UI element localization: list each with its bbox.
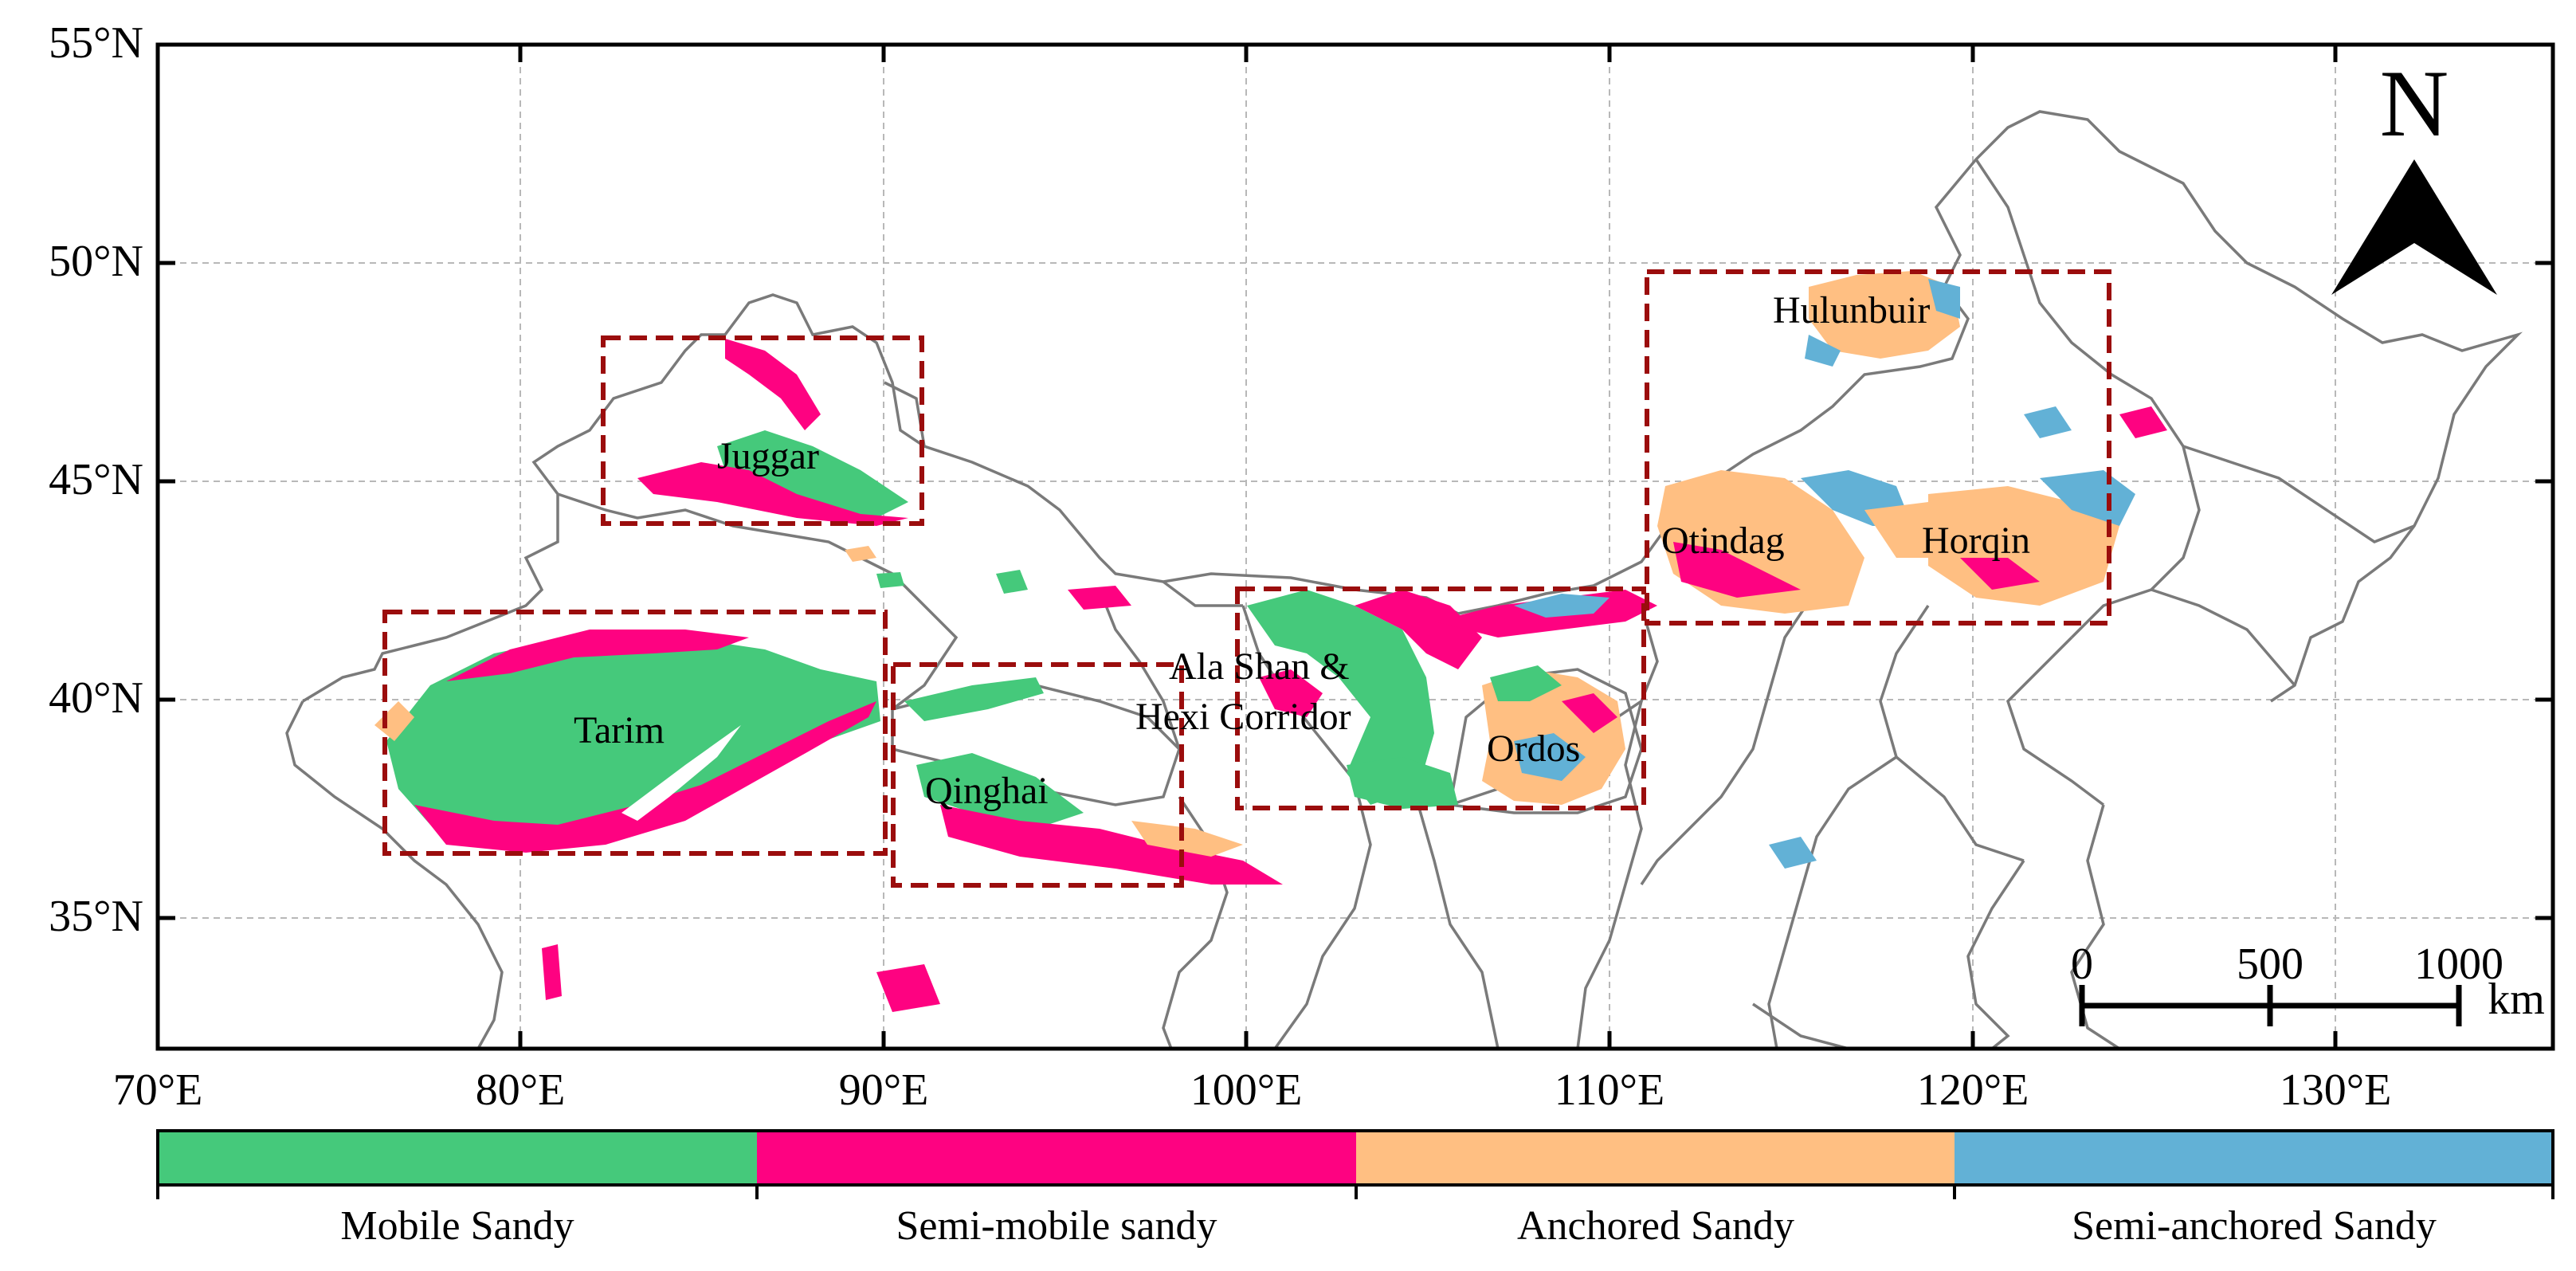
- y-tick-50: 50°N: [49, 237, 143, 286]
- legend-label-semianchored: Semi-anchored Sandy: [2072, 1203, 2437, 1249]
- x-tick-100: 100°E: [1190, 1065, 1303, 1115]
- plot-frame: [155, 42, 2555, 1051]
- y-tick-55: 55°N: [49, 18, 143, 68]
- north-arrow-icon: [2331, 159, 2414, 295]
- juggar-semimobile-north: [725, 339, 821, 430]
- legend-swatch-semianchored: [1955, 1131, 2553, 1185]
- juggar-semimobile: [637, 462, 908, 526]
- box-juggar[interactable]: [601, 335, 924, 526]
- scale-label-1000: 1000: [2414, 940, 2503, 989]
- scatter-4: [1068, 586, 1131, 610]
- north-arrow: N: [2331, 50, 2497, 295]
- alashan-mobile-south: [1347, 757, 1458, 809]
- ordos-mobile: [1490, 665, 1562, 701]
- tarim-anchored-fringe: [374, 701, 414, 741]
- qinghai-mobile: [916, 753, 1084, 829]
- legend-swatch-anchored: [1356, 1131, 1955, 1185]
- x-tick-80: 80°E: [476, 1065, 566, 1115]
- hulunbuir-semianchored-east: [1928, 279, 1960, 319]
- label-alashan: Ala Shan &: [1169, 645, 1350, 688]
- label-juggar: Juggar: [717, 435, 819, 477]
- label-tarim: Tarim: [574, 709, 665, 751]
- x-tick-90: 90°E: [839, 1065, 929, 1115]
- north-band-semianchored: [1514, 594, 1610, 618]
- legend-label-mobile: Mobile Sandy: [340, 1203, 574, 1249]
- scatter-6: [876, 964, 940, 1012]
- alashan-semimobile-west: [1259, 669, 1323, 717]
- scale-label-0: 0: [2071, 940, 2093, 989]
- gridlines: [158, 45, 2553, 1049]
- horqin-anchored: [1928, 486, 2119, 606]
- legend-label-semimobile: Semi-mobile sandy: [896, 1203, 1217, 1249]
- otindag-semimobile: [1673, 542, 1801, 598]
- sandy-land-patches: [374, 271, 2167, 1012]
- scatter-8: [2024, 406, 2072, 438]
- y-tick-45: 45°N: [49, 455, 143, 504]
- horqin-semimobile: [1960, 558, 2040, 590]
- juggar-mobile: [717, 430, 908, 518]
- x-tick-120: 120°E: [1917, 1065, 2029, 1115]
- y-tick-40: 40°N: [49, 673, 143, 723]
- scale-unit: km: [2488, 975, 2545, 1024]
- label-ordos: Ordos: [1487, 728, 1580, 770]
- x-tick-130: 130°E: [2280, 1065, 2392, 1115]
- label-qinghai: Qinghai: [925, 770, 1049, 812]
- scatter-3: [996, 570, 1028, 594]
- region-boxes: [382, 269, 2111, 888]
- tarim-mobile-patch: [386, 637, 880, 845]
- label-hexi-corridor: Hexi Corridor: [1135, 696, 1351, 738]
- north-arrow-label: N: [2380, 50, 2449, 156]
- scale-bar: 0 500 1000 km: [2071, 940, 2545, 1026]
- qinghai-semimobile: [940, 805, 1283, 885]
- x-tick-labels: 70°E 80°E 90°E 100°E 110°E 120°E 130°E: [113, 1065, 2392, 1115]
- y-tick-35: 35°N: [49, 892, 143, 941]
- ordos-semimobile: [1562, 693, 1617, 733]
- hulunbuir-semianchored: [1805, 335, 1841, 367]
- legend: Mobile Sandy Semi-mobile sandy Anchored …: [156, 1129, 2554, 1249]
- qinghai-anchored: [1131, 821, 1243, 857]
- scatter-2: [876, 572, 904, 588]
- tarim-white-streak: [621, 725, 741, 821]
- label-horqin: Horqin: [1922, 520, 2030, 562]
- axis-ticks: [158, 42, 2553, 1049]
- region-labels: Juggar Tarim Qinghai Ala Shan & Hexi Cor…: [574, 289, 2030, 812]
- ordos-semianchored: [1514, 733, 1586, 781]
- scatter-1: [845, 546, 876, 562]
- scatter-9: [2119, 406, 2167, 438]
- box-alashan[interactable]: [1235, 586, 1646, 810]
- legend-swatch-semimobile: [757, 1131, 1356, 1185]
- x-tick-110: 110°E: [1555, 1065, 1665, 1115]
- alashan-mobile: [1247, 590, 1434, 805]
- admin-borders: [285, 110, 2523, 1049]
- box-qinghai[interactable]: [891, 662, 1184, 888]
- scatter-5: [542, 944, 562, 1000]
- scale-label-500: 500: [2237, 940, 2304, 989]
- y-tick-labels: 55°N 50°N 45°N 40°N 35°N: [49, 18, 143, 941]
- tarim-semimobile-band: [414, 701, 876, 853]
- alashan-semimobile: [1355, 590, 1482, 669]
- box-tarim[interactable]: [382, 610, 888, 856]
- label-otindag: Otindag: [1661, 520, 1785, 562]
- label-hulunbuir: Hulunbuir: [1773, 289, 1930, 331]
- legend-label-anchored: Anchored Sandy: [1517, 1203, 1794, 1249]
- legend-swatch-mobile: [158, 1131, 757, 1185]
- hexi-mobile: [904, 677, 1044, 721]
- scatter-7: [1769, 837, 1817, 869]
- hulunbuir-anchored: [1809, 271, 1960, 359]
- tarim-semimobile-north: [446, 630, 749, 681]
- x-tick-70: 70°E: [113, 1065, 203, 1115]
- box-northeast[interactable]: [1645, 269, 2111, 626]
